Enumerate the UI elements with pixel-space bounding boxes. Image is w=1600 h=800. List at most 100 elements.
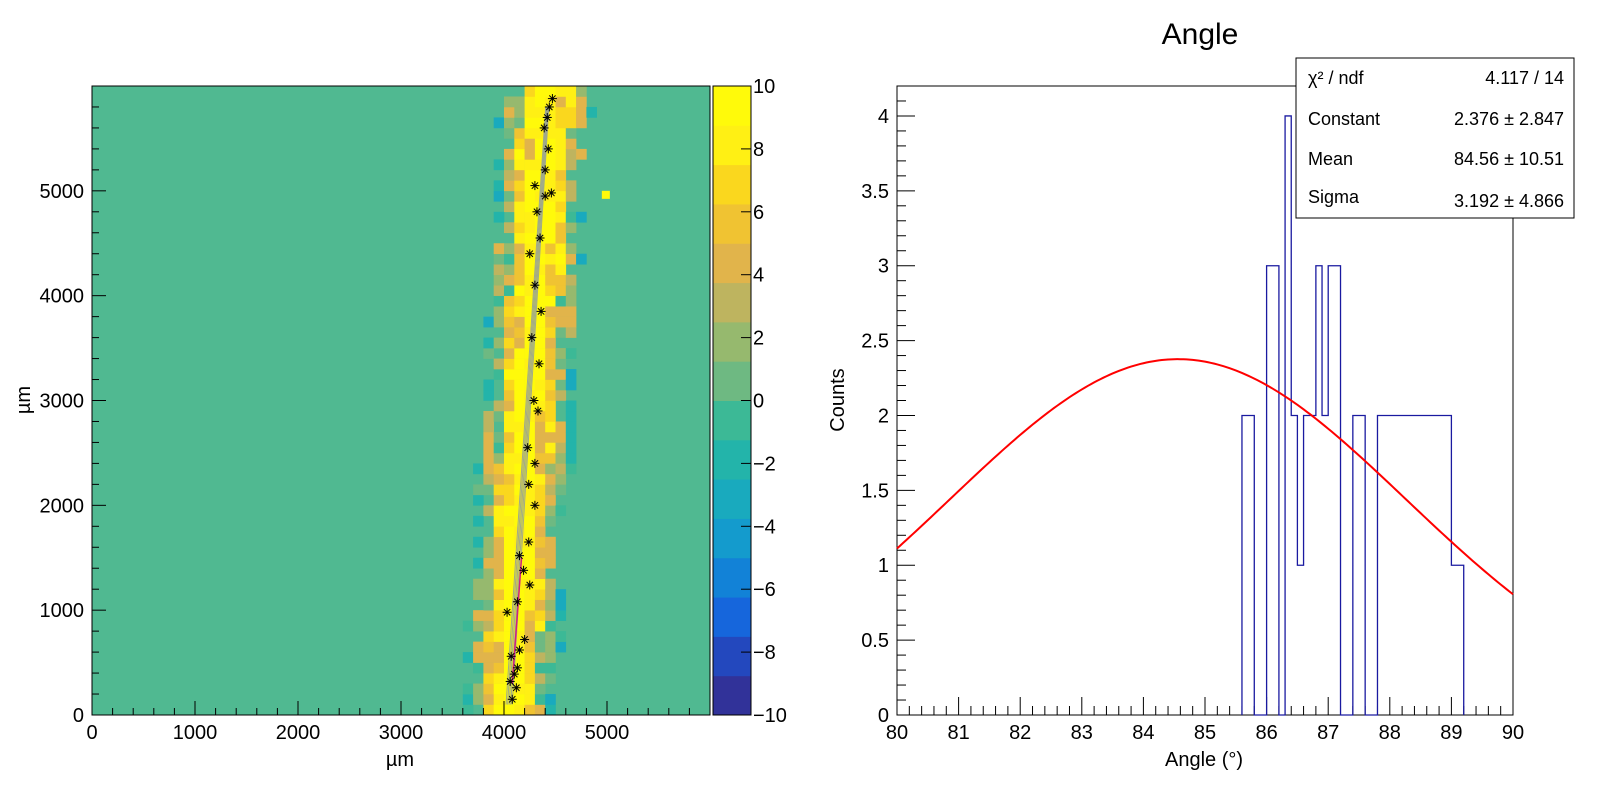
heatmap-cell xyxy=(524,599,536,611)
heatmap-cell xyxy=(473,641,484,653)
colorbar-tick-label: 10 xyxy=(753,76,775,98)
x-tick-label: 3000 xyxy=(379,722,424,744)
heatmap-cell xyxy=(524,327,536,338)
colorbar-tick-label: 8 xyxy=(753,139,764,161)
heatmap-cell xyxy=(493,337,505,349)
heatmap-cell xyxy=(504,327,515,338)
heatmap-cell xyxy=(524,295,536,307)
heatmap-cell xyxy=(493,683,505,695)
heatmap-cell xyxy=(504,589,515,600)
heatmap-cell xyxy=(504,369,515,380)
x-tick-label: 82 xyxy=(1009,722,1031,744)
heatmap-cell xyxy=(514,379,525,391)
heatmap-cell xyxy=(545,96,556,108)
heatmap-cell xyxy=(534,452,546,464)
heatmap-cell xyxy=(514,369,525,380)
heatmap-cell xyxy=(483,505,494,517)
heatmap-cell xyxy=(576,106,587,118)
heatmap-cell xyxy=(493,526,505,538)
heatmap-cell xyxy=(555,379,567,391)
heatmap-cell xyxy=(534,295,546,307)
heatmap-cell xyxy=(483,410,494,422)
colorbar-tick-label: 4 xyxy=(753,265,764,287)
heatmap-cell xyxy=(545,190,556,202)
heatmap-cell xyxy=(555,641,567,653)
heatmap-cell xyxy=(565,190,577,202)
heatmap-cell xyxy=(524,683,536,695)
heatmap-cell xyxy=(504,568,515,580)
heatmap-cell xyxy=(534,683,546,695)
heatmap-cell xyxy=(534,578,546,590)
heatmap-cell xyxy=(483,547,494,559)
heatmap-cell xyxy=(545,243,556,255)
heatmap-cell xyxy=(504,431,515,443)
hit-marker xyxy=(530,280,540,290)
heatmap-cell xyxy=(483,610,494,621)
hit-marker xyxy=(539,123,549,133)
heatmap-cell xyxy=(504,379,515,391)
colorbar-step xyxy=(713,86,751,126)
heatmap-cell xyxy=(555,306,567,317)
hit-marker xyxy=(506,651,516,661)
colorbar-step xyxy=(713,557,751,598)
heatmap-cell xyxy=(493,463,505,475)
heatmap-cell xyxy=(493,494,505,506)
heatmap-cell xyxy=(534,253,546,265)
heatmap-cell xyxy=(483,484,494,496)
heatmap-cell xyxy=(545,463,556,475)
heatmap-cell xyxy=(504,463,515,475)
heatmap-cell xyxy=(493,641,505,653)
heatmap-cell xyxy=(524,138,536,150)
stats-mean-label: Mean xyxy=(1308,149,1353,169)
heatmap-cell xyxy=(514,683,525,695)
heatmap-cell xyxy=(514,631,525,642)
heatmap-cell xyxy=(483,557,494,569)
hit-marker xyxy=(530,181,540,191)
heatmap-cell xyxy=(534,526,546,538)
heatmap-cell xyxy=(524,169,536,181)
heatmap-cell xyxy=(555,295,567,307)
heatmap-cell xyxy=(504,222,515,234)
heatmap-cell xyxy=(504,610,515,621)
heatmap-cell xyxy=(483,694,494,705)
heatmap-cell xyxy=(524,421,536,433)
heatmap-cell xyxy=(555,274,567,286)
heatmap-cell xyxy=(483,662,494,674)
heatmap-cell xyxy=(545,211,556,223)
heatmap-cell xyxy=(534,421,546,433)
heatmap-cell xyxy=(545,641,556,653)
heatmap-cell xyxy=(524,96,536,108)
heatmap-cell xyxy=(545,494,556,506)
heatmap-cell xyxy=(493,557,505,569)
heatmap-cell xyxy=(534,673,546,684)
heatmap-cell xyxy=(534,505,546,517)
heatmap-cell xyxy=(483,652,494,663)
hit-marker xyxy=(524,479,534,489)
heatmap-cell xyxy=(545,295,556,307)
heatmap-x-axis-label: µm xyxy=(386,749,414,771)
heatmap-cell xyxy=(493,589,505,600)
heatmap-cell xyxy=(514,620,525,632)
heatmap-cell xyxy=(534,652,546,663)
heatmap-cell xyxy=(504,337,515,349)
heatmap-cell xyxy=(504,505,515,517)
heatmap-cell xyxy=(524,515,536,527)
heatmap-cell xyxy=(524,159,536,171)
heatmap-cell xyxy=(545,106,556,118)
heatmap-cell xyxy=(586,106,597,118)
heatmap-cell xyxy=(545,410,556,422)
heatmap-cell xyxy=(493,662,505,674)
heatmap-cell xyxy=(493,400,505,412)
heatmap-cell xyxy=(504,274,515,286)
heatmap-cell xyxy=(483,337,494,349)
heatmap-cell xyxy=(545,673,556,684)
heatmap-cell xyxy=(524,484,536,496)
heatmap-cell xyxy=(504,547,515,559)
heatmap-cell xyxy=(534,169,546,181)
heatmap-cell xyxy=(545,704,556,716)
y-tick-label: 3000 xyxy=(40,391,85,413)
heatmap-cell xyxy=(534,557,546,569)
heatmap-cell xyxy=(514,589,525,600)
heatmap-cell xyxy=(534,348,546,359)
heatmap-cell xyxy=(504,410,515,422)
